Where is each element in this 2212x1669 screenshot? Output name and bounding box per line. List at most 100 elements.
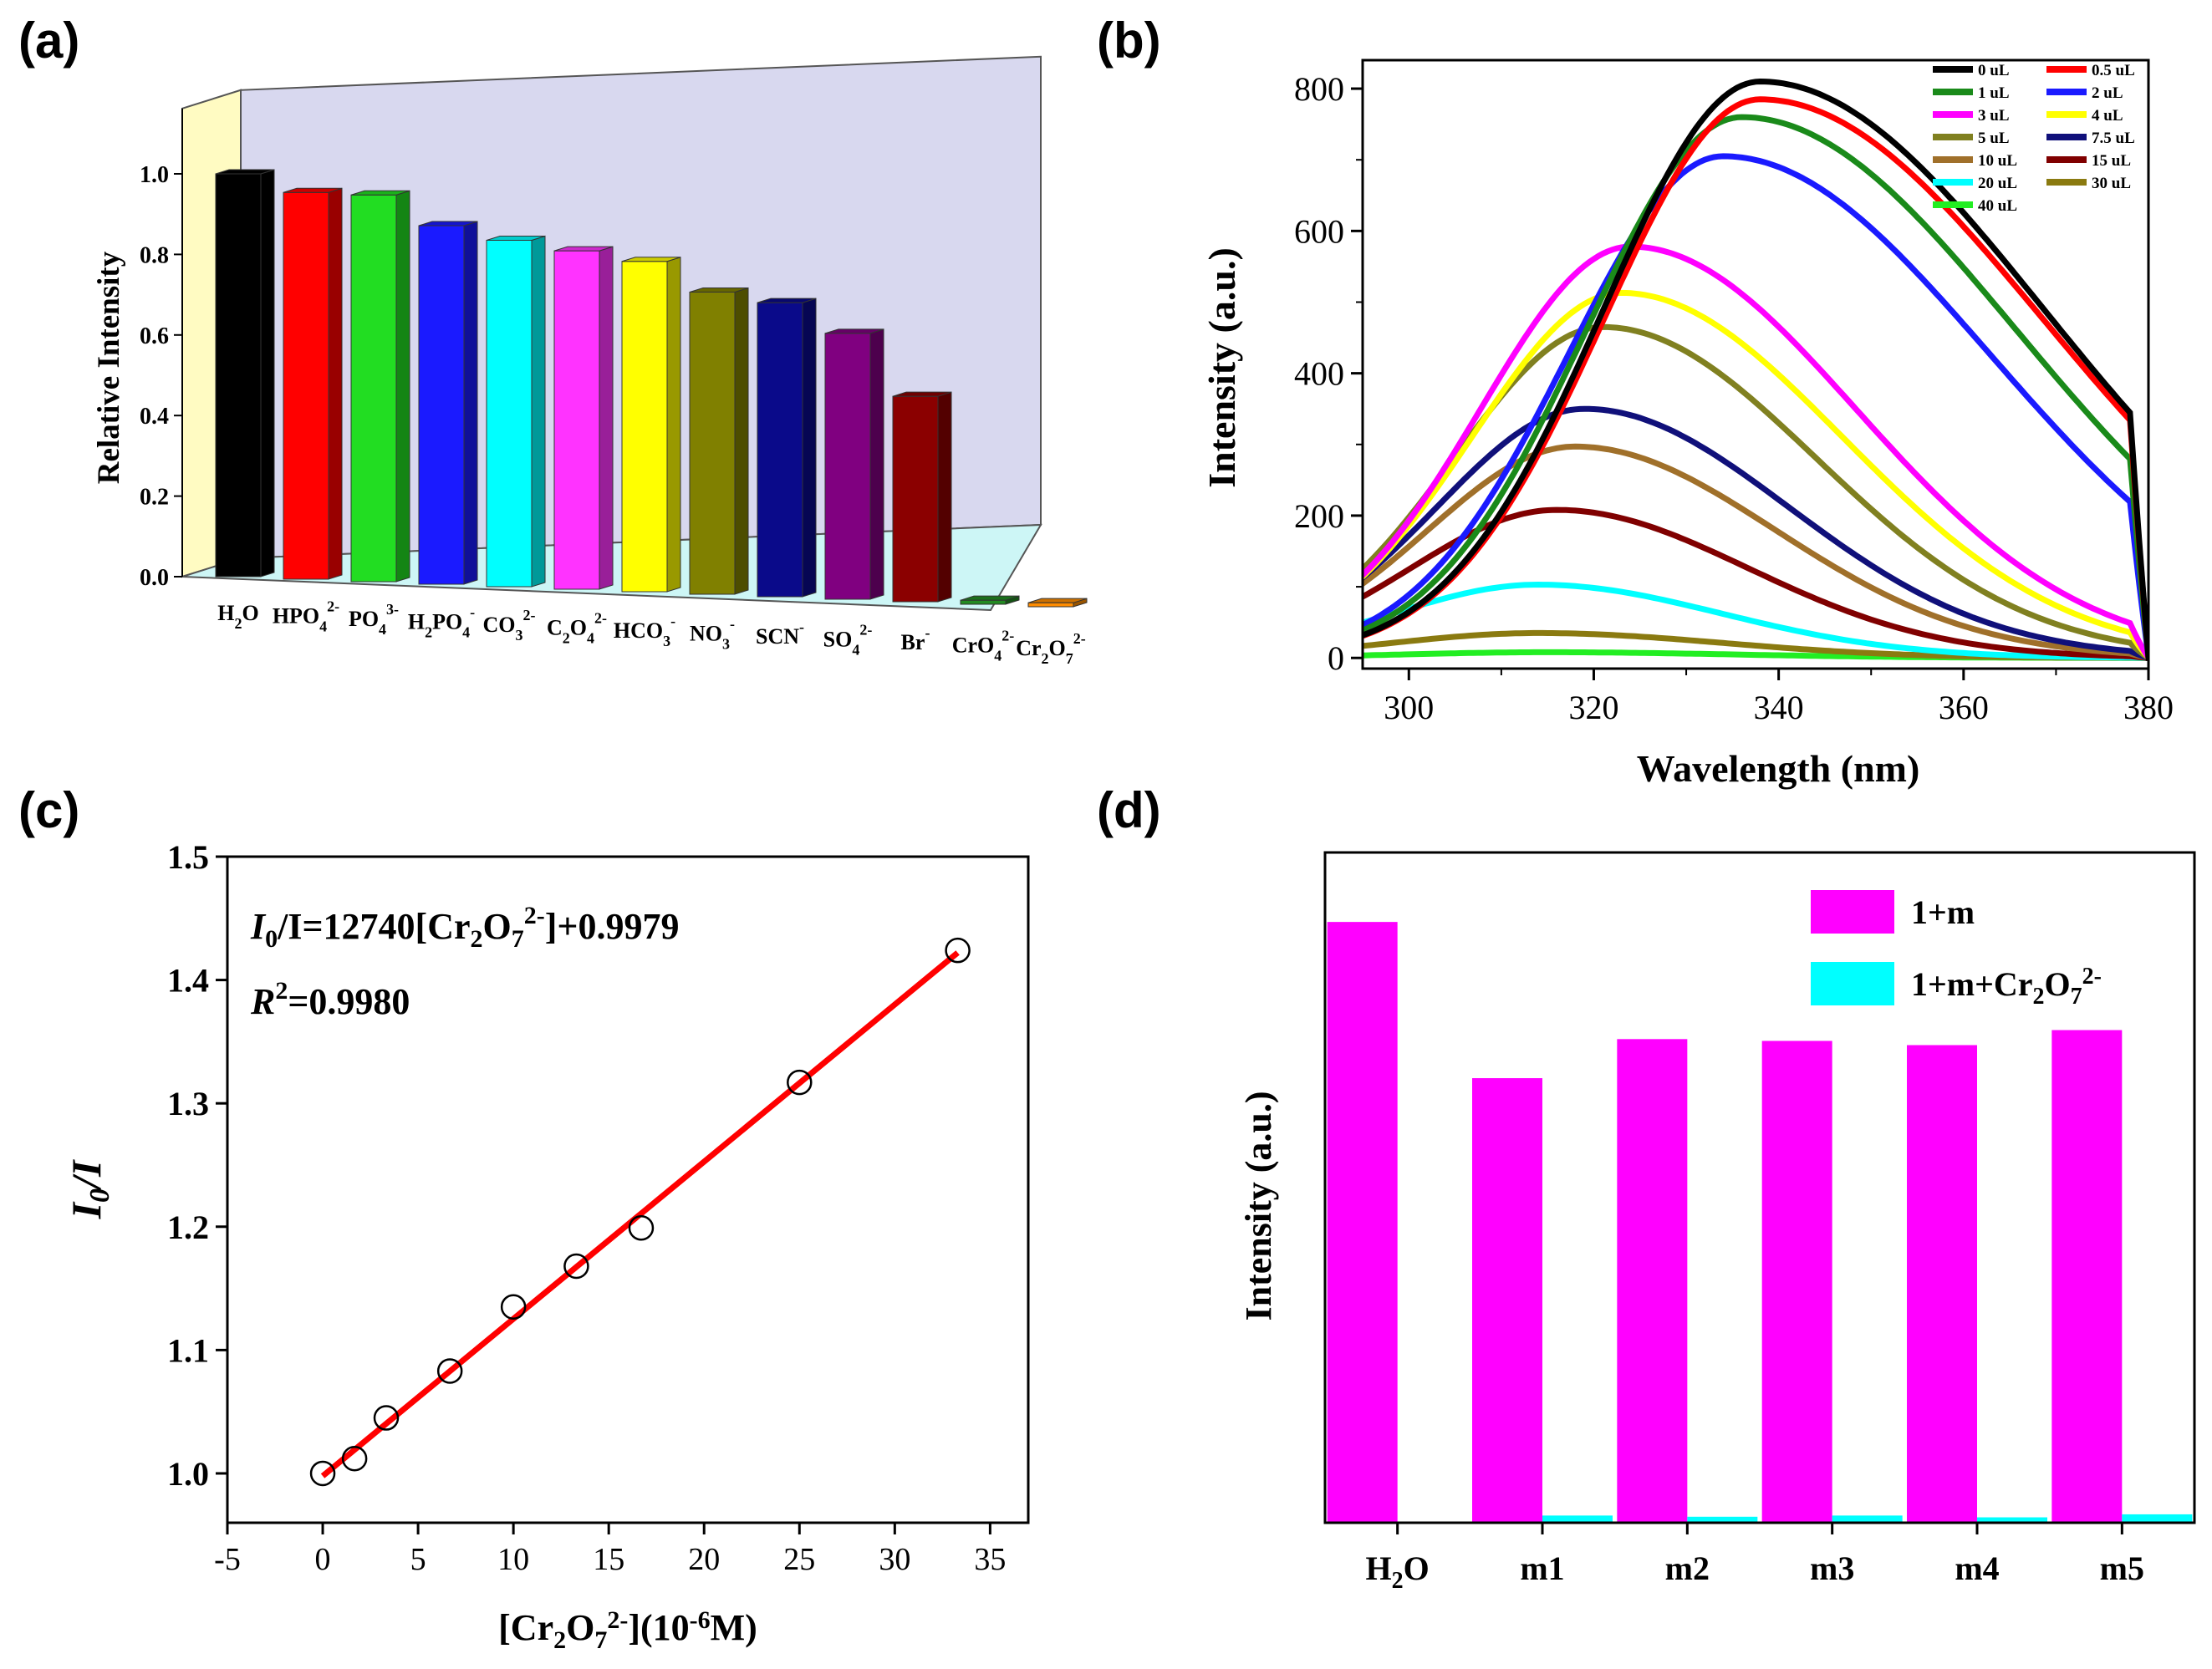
chart-a-ylabel: Relative Intensity: [92, 251, 126, 484]
chart-c-xlabel: [Cr2O72-](10-6M): [498, 1606, 757, 1654]
chart-c-fit: [320, 950, 960, 1478]
chart-a-bar-side: [869, 328, 884, 600]
chart-a-bar-top: [621, 257, 681, 262]
chart-b-series-line: [1363, 114, 2148, 661]
chart-d-xtick-label: m4: [1955, 1549, 1999, 1587]
chart-b-legend-label: 5 uL: [1978, 130, 2010, 147]
chart-c-xtick-label: 20: [688, 1542, 720, 1577]
chart-d-xtick-label: H2O: [1366, 1549, 1430, 1594]
chart-a-bar-top: [960, 595, 1020, 601]
chart-b-legend: 0 uL 0.5 uL 1 uL 2 uL 3 uL 4 uL 5 uL 7.5 uL 10 u…: [1933, 62, 2135, 215]
chart-d-axes: H2O m1 m2 m3 m4 m5: [1323, 851, 2196, 1594]
chart-b-xtick-label: 360: [1939, 689, 1989, 726]
panel-d-label: (d): [1097, 782, 1161, 838]
chart-c-xtick-label: 15: [593, 1542, 624, 1577]
chart-a-bar: [215, 169, 275, 578]
chart-d-bar: [2122, 1514, 2193, 1523]
chart-a-y-ticks: 0.0 0.2 0.4 0.6 0.8 1.0: [140, 108, 183, 591]
chart-c-point: [500, 1294, 527, 1320]
panel-a-label: (a): [18, 13, 80, 69]
chart-b-ylabel: Intensity (a.u.): [1200, 247, 1243, 488]
chart-a-bar-top: [553, 246, 614, 252]
chart-c-point: [341, 1446, 368, 1472]
chart-a-bar-front: [824, 333, 871, 600]
chart-a-bar-side: [937, 391, 952, 603]
chart-d-bar: [1472, 1078, 1542, 1523]
chart-a-bar: [892, 391, 952, 603]
chart-a-xtick-label: HPO42-: [273, 598, 339, 635]
chart-d-bar: [1542, 1515, 1613, 1523]
chart-d-xtick-label: m3: [1810, 1549, 1854, 1587]
chart-a-bar-top: [892, 391, 952, 397]
chart-a-bar-top: [689, 287, 749, 293]
chart-c-xtick-label: 5: [410, 1542, 426, 1577]
chart-b-ytick-label: 200: [1294, 497, 1344, 535]
chart-c-xtick-label: 0: [315, 1542, 331, 1577]
chart-a-bar-front: [621, 261, 668, 593]
chart-a-bar: [621, 257, 681, 593]
chart-b-xlabel: Wavelength (nm): [1637, 747, 1920, 790]
chart-a-bar-front: [486, 239, 533, 588]
chart-a-bar-front: [960, 599, 1007, 605]
chart-c-equation: I0/I=12740[Cr2O72-]+0.9979: [250, 902, 679, 953]
chart-a-xtick-label: SCN-: [756, 618, 804, 649]
chart-a-xtick-label: H2O: [217, 601, 258, 632]
chart-b-series-line: [1363, 78, 2148, 661]
chart-a-bar: [283, 187, 343, 580]
chart-b-curves: [1363, 78, 2148, 661]
chart-b-legend-label: 4 uL: [2092, 107, 2123, 125]
chart-d-legend-swatch: [1811, 962, 1894, 1005]
chart-c-ytick-label: 1.1: [167, 1331, 209, 1369]
chart-b-legend-label: 20 uL: [1978, 175, 2017, 192]
chart-b-series-line: [1363, 243, 2148, 661]
chart-a-xtick-label: H2PO4-: [408, 604, 475, 641]
chart-d-bar: [2051, 1030, 2123, 1523]
chart-a-bar-top: [283, 187, 343, 193]
chart-b-xtick-label: 340: [1754, 689, 1804, 726]
chart-b-legend-label: 15 uL: [2092, 152, 2131, 170]
chart-a-bar: [824, 328, 884, 600]
chart-a-bar: [418, 221, 478, 585]
chart-c-ylabel: I0/I: [63, 1159, 115, 1219]
chart-c-xtick-label: -5: [214, 1542, 241, 1577]
chart-a-bar-top: [757, 298, 817, 303]
chart-a-bar-front: [757, 302, 803, 598]
chart-d-legend: 1+m 1+m+Cr2O72-: [1811, 890, 2102, 1010]
chart-a-x-labels: H2O HPO42- PO43-H2PO4-CO32- C2O42-HCO3- NO3-…: [217, 598, 1086, 668]
chart-c-points: [309, 937, 971, 1487]
chart-b-xtick-label: 380: [2123, 689, 2174, 726]
chart-a-bar-top: [418, 221, 478, 226]
chart-d-bar: [1907, 1045, 1977, 1523]
chart-d-frame: [1323, 851, 2196, 1524]
chart-a-ytick-label: 0.4: [140, 404, 169, 430]
chart-a-bar-front: [350, 194, 397, 583]
chart-c-fit-line: [320, 950, 960, 1478]
chart-d-xtick-label: m1: [1520, 1549, 1564, 1587]
chart-a-xtick-label: HCO3-: [614, 613, 675, 649]
chart-a-bar-front: [215, 173, 262, 578]
chart-a-bar-side: [666, 257, 681, 593]
chart-a-xtick-label: CO32-: [483, 607, 536, 644]
chart-a-xtick-label: C2O42-: [547, 610, 607, 647]
chart-b-legend-label: 0.5 uL: [2092, 62, 2135, 79]
chart-a-ytick-label: 0.8: [140, 242, 169, 268]
chart-b-legend-label: 2 uL: [2092, 84, 2123, 102]
chart-c-point: [309, 1460, 336, 1487]
chart-c-point: [563, 1253, 589, 1280]
chart-a-xtick-label: Br-: [901, 624, 930, 654]
chart-a-bar: [689, 287, 749, 595]
chart-b-legend-label: 3 uL: [1978, 107, 2010, 125]
chart-a-bar-side: [734, 287, 749, 595]
chart-a-bar: [350, 190, 410, 583]
chart-b-series-line: [1363, 405, 2148, 661]
chart-a-xtick-label: SO42-: [823, 622, 873, 659]
chart-a-bar-side: [395, 190, 410, 583]
chart-b-ytick-label: 0: [1328, 639, 1344, 677]
panel-c-label: (c): [18, 782, 80, 838]
chart-d-bar: [1617, 1039, 1688, 1523]
chart-a-xtick-label: CrO42-: [952, 628, 1015, 664]
chart-c-xlabel-text: [Cr2O72-](10-6M): [498, 1606, 757, 1654]
chart-d-legend-label: 1+m+Cr2O72-: [1911, 964, 2102, 1010]
chart-c-ytick-label: 1.2: [167, 1208, 209, 1246]
chart-c-point: [945, 937, 971, 964]
